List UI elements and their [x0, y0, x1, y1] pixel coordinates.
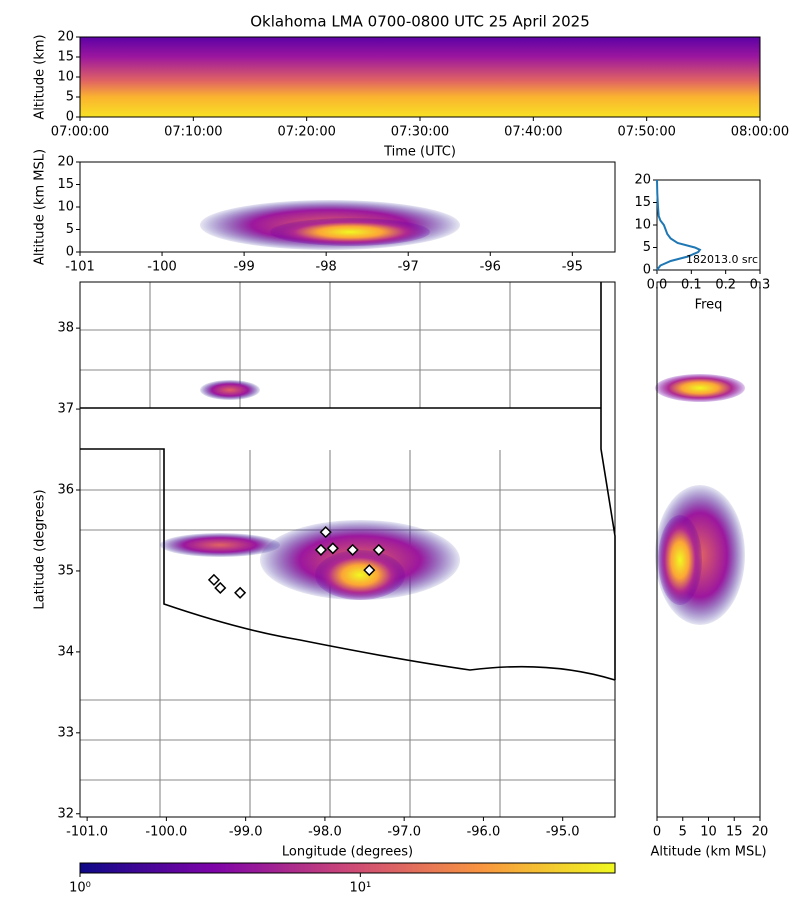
x-tick-label: 07:20:00 [277, 125, 335, 140]
frequency-line [656, 179, 702, 271]
y-axis-label: Latitude (degrees) [33, 489, 48, 609]
y-tick-label: 20 [57, 30, 74, 45]
y-axis-label: Altitude (km MSL) [33, 149, 48, 265]
station [319, 526, 332, 539]
y-tick-label: 10 [57, 200, 74, 215]
y-tick-label: 35 [57, 563, 74, 578]
y-tick-label: 20 [57, 155, 74, 170]
x-tick-label: -101 [65, 260, 95, 275]
x-tick-label: -99 [233, 260, 254, 275]
x-tick-label: 5 [679, 825, 687, 840]
y-tick-label: 20 [634, 173, 651, 188]
y-axis-label: Altitude (km) [33, 34, 48, 119]
x-tick-label: -95.0 [546, 825, 580, 840]
x-tick-label: -96.0 [467, 825, 501, 840]
x-axis-label: Freq [695, 298, 723, 313]
y-tick-label: 10 [634, 218, 651, 233]
station [214, 581, 227, 595]
y-tick-label: 10 [57, 70, 74, 85]
axes-frame [79, 281, 616, 818]
y-tick-label: 5 [66, 90, 74, 105]
x-tick-label: -95 [562, 260, 583, 275]
x-axis-label: Altitude (km MSL) [650, 845, 766, 860]
y-tick-label: 32 [57, 806, 74, 821]
x-tick-label: 20 [752, 825, 769, 840]
density-field [315, 550, 405, 600]
x-tick-label: 10 [700, 825, 717, 840]
station [207, 573, 221, 586]
y-tick-label: 36 [57, 483, 74, 498]
x-tick-label: 10⁰ [69, 881, 91, 896]
x-tick-label: 07:00:00 [51, 125, 109, 140]
x-tick-label: 0 [653, 825, 661, 840]
station [363, 564, 376, 577]
density-field [655, 374, 745, 402]
y-tick-label: 15 [634, 195, 651, 210]
y-tick-label: 5 [643, 240, 651, 255]
station [314, 543, 328, 556]
y-tick-label: 15 [57, 177, 74, 192]
x-axis-label: Time (UTC) [383, 145, 456, 160]
station [372, 543, 385, 556]
x-tick-label: 08:00:00 [731, 125, 789, 140]
x-tick-label: -96 [480, 260, 501, 275]
y-tick-label: 5 [66, 222, 74, 237]
y-tick-label: 0 [66, 110, 74, 125]
y-tick-label: 34 [57, 644, 74, 659]
x-tick-label: -97 [398, 260, 419, 275]
x-axis-label: Longitude (degrees) [282, 845, 413, 860]
y-tick-label: 37 [57, 402, 74, 417]
y-tick-label: 33 [57, 725, 74, 740]
density-field [658, 515, 702, 605]
station [346, 543, 359, 556]
x-tick-label: -100 [147, 260, 177, 275]
axes-frame [79, 862, 616, 874]
x-tick-label: 15 [726, 825, 743, 840]
x-tick-label: 0.2 [715, 278, 736, 293]
y-tick-label: 15 [57, 50, 74, 65]
station [326, 542, 339, 555]
x-tick-label: -98 [316, 260, 337, 275]
x-tick-label: 07:50:00 [617, 125, 675, 140]
density-field [160, 533, 280, 557]
annotation: 182013.0 src [686, 253, 758, 266]
x-tick-label: 07:10:00 [164, 125, 222, 140]
station [234, 586, 247, 599]
x-tick-label: -100.0 [145, 825, 187, 840]
x-tick-label: -98.0 [308, 825, 342, 840]
density-field [270, 218, 430, 246]
y-tick-label: 0 [643, 263, 651, 278]
colorbar [80, 863, 615, 873]
x-tick-label: -97.0 [387, 825, 421, 840]
y-tick-label: 0 [66, 245, 74, 260]
x-tick-label: -99.0 [229, 825, 263, 840]
y-tick-label: 38 [57, 321, 74, 336]
x-tick-label: 0.1 [681, 278, 702, 293]
chart-title: Oklahoma LMA 0700-0800 UTC 25 April 2025 [250, 13, 590, 31]
x-tick-label: -101.0 [66, 825, 108, 840]
x-tick-label: 07:30:00 [391, 125, 449, 140]
density-field [200, 380, 260, 400]
density-field [80, 37, 760, 117]
x-tick-label: 07:40:00 [504, 125, 562, 140]
x-tick-label: 10¹ [349, 881, 371, 896]
